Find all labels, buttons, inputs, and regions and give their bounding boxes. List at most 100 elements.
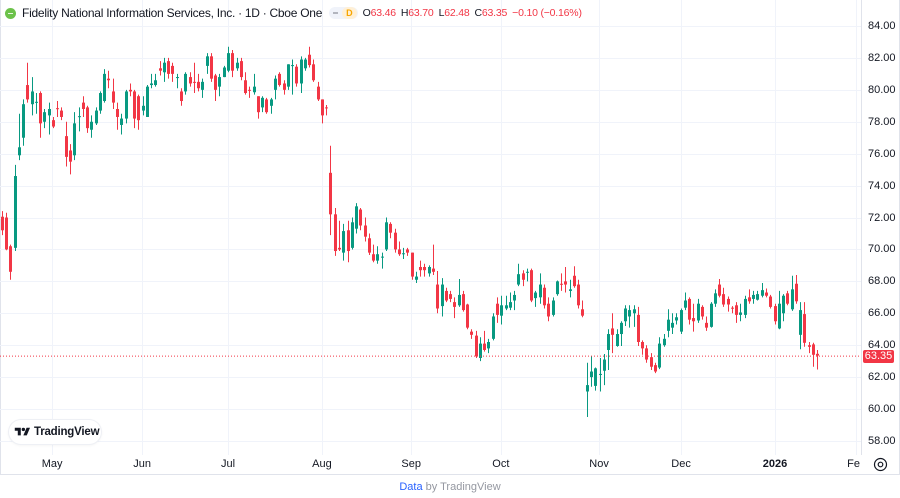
candle-body xyxy=(48,108,51,116)
candle-body xyxy=(731,307,734,309)
candle-body xyxy=(624,308,627,322)
candle-up xyxy=(680,308,683,335)
candle-body xyxy=(675,317,678,321)
candle-up xyxy=(714,289,717,307)
candle-up xyxy=(415,271,418,283)
candle-down xyxy=(423,263,426,277)
candle-body xyxy=(509,302,512,308)
candle-up xyxy=(663,334,666,347)
candle-body xyxy=(347,230,350,252)
price-tick-label: 84.00 xyxy=(868,20,896,32)
ohlc-close: C63.35 xyxy=(474,7,508,19)
candle-body xyxy=(107,78,110,81)
candle-down xyxy=(803,302,806,347)
candle-body xyxy=(756,294,759,300)
tradingview-logo-link[interactable]: TradingView xyxy=(9,420,101,444)
chart-legend: Fidelity National Information Services, … xyxy=(5,5,582,21)
candle-body xyxy=(526,271,529,273)
exchange: Cboe One xyxy=(269,6,323,20)
candle-body xyxy=(86,107,89,129)
candle-down xyxy=(795,274,798,304)
symbol-logo-icon xyxy=(5,7,16,19)
chart-settings-button[interactable] xyxy=(873,457,888,472)
time-tick-label: Jul xyxy=(220,458,236,470)
candle-body xyxy=(39,93,42,124)
candle-body xyxy=(466,304,469,328)
candle-up xyxy=(569,279,572,298)
candle-up xyxy=(479,337,482,362)
candle-down xyxy=(210,53,213,82)
candle-down xyxy=(137,94,140,130)
chart-plot-area[interactable] xyxy=(0,0,862,455)
candle-down xyxy=(167,57,170,79)
candle-body xyxy=(321,99,324,116)
candle-up xyxy=(291,59,294,95)
candle-series xyxy=(1,46,819,418)
candle-down xyxy=(60,107,63,121)
candle-body xyxy=(748,297,751,302)
grid xyxy=(0,0,862,455)
candle-body xyxy=(150,83,153,86)
candle-up xyxy=(799,302,802,350)
candle-body xyxy=(338,247,341,250)
candle-down xyxy=(107,70,110,89)
candle-down xyxy=(445,287,448,303)
candle-up xyxy=(73,112,76,161)
candle-down xyxy=(637,306,640,346)
ohlc-values: O63.46 H63.70 L62.48 C63.35 −0.10 (−0.16… xyxy=(363,5,582,21)
candle-body xyxy=(432,268,435,272)
candle-up xyxy=(342,223,345,261)
candle-down xyxy=(688,297,691,325)
candle-up xyxy=(556,280,559,296)
price-tick-label: 68.00 xyxy=(868,275,896,288)
interval: 1D xyxy=(244,6,260,20)
time-axis[interactable]: May Jun Jul Aug Sep Oct Nov Dec 2026 Fe xyxy=(0,455,862,474)
candle-body xyxy=(73,123,76,156)
candle-body xyxy=(419,266,422,271)
candle-body xyxy=(543,287,546,306)
candle-body xyxy=(154,80,157,86)
price-tick-label: 80.00 xyxy=(868,83,896,96)
candle-down xyxy=(812,342,815,367)
ohlc-high: H63.70 xyxy=(400,7,434,19)
candle-down xyxy=(389,222,392,239)
time-tick-label: Oct xyxy=(492,458,510,470)
candle-body xyxy=(539,284,542,298)
candle-up xyxy=(99,91,102,114)
candle-down xyxy=(564,266,567,293)
candle-down xyxy=(129,83,132,97)
candle-body xyxy=(453,302,456,307)
candle-down xyxy=(329,145,332,236)
candle-up xyxy=(154,73,157,87)
candle-down xyxy=(257,96,260,119)
candle-body xyxy=(744,298,747,315)
candle-body xyxy=(761,290,764,296)
candle-up xyxy=(739,303,742,322)
attribution-text: by TradingView xyxy=(425,481,501,493)
candle-up xyxy=(620,321,623,346)
candle-body xyxy=(304,59,307,69)
candle-body xyxy=(359,209,362,226)
candle-body xyxy=(816,353,819,356)
candle-body xyxy=(411,252,414,277)
candle-up xyxy=(534,290,537,307)
candle-body xyxy=(291,65,294,67)
time-tick-label: Dec xyxy=(671,458,691,470)
candle-up xyxy=(300,56,303,94)
data-link[interactable]: Data xyxy=(399,481,423,493)
market-closed-icon xyxy=(333,12,339,14)
candle-down xyxy=(82,96,85,117)
candle-down xyxy=(338,220,341,252)
candle-down xyxy=(611,313,614,354)
candle-body xyxy=(308,54,311,66)
ohlc-open: O63.46 xyxy=(362,7,396,19)
candle-body xyxy=(69,150,72,162)
price-axis[interactable]: 84.00 82.00 80.00 78.00 76.00 74.00 72.0… xyxy=(861,0,900,455)
candle-body xyxy=(633,309,636,314)
candle-down xyxy=(543,284,546,309)
candle-down xyxy=(453,297,456,319)
candle-body xyxy=(372,254,375,261)
candle-body xyxy=(112,91,115,103)
candle-up xyxy=(163,57,166,82)
price-tick-label: 64.00 xyxy=(868,339,896,352)
